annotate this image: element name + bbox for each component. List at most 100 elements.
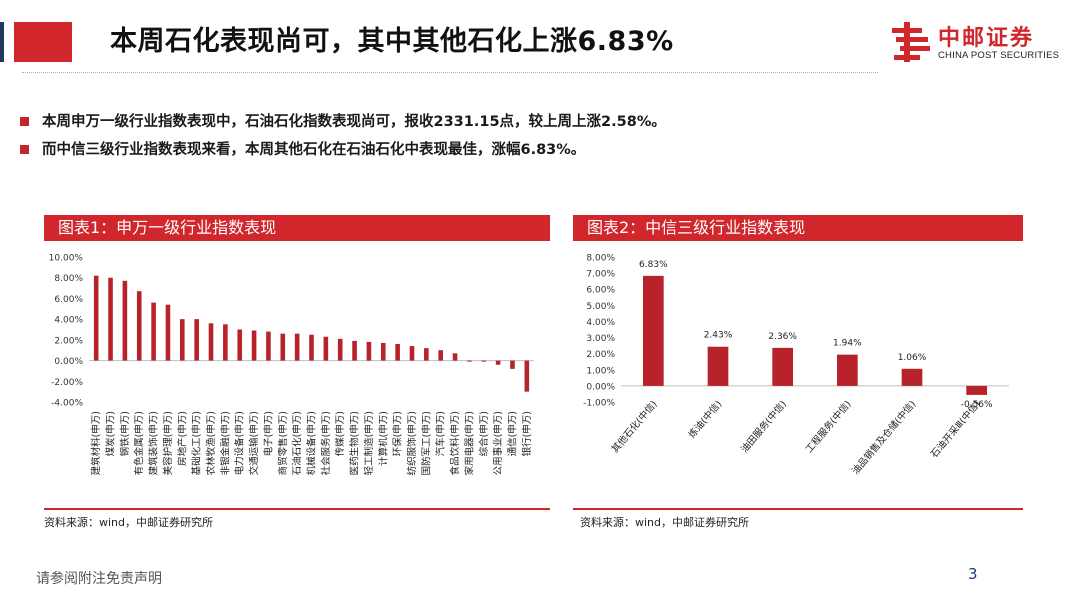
bar: [309, 334, 314, 361]
y-tick-label: -1.00%: [583, 399, 615, 409]
x-tick-label: 国防军工(申万): [420, 411, 432, 475]
bar: [438, 350, 443, 361]
x-tick-label: 其他石化(中信): [609, 398, 660, 455]
bar: [366, 341, 372, 361]
chart2-source: 资料来源：wind，中邮证券研究所: [580, 516, 750, 529]
data-label: 1.06%: [898, 353, 927, 363]
bar: [294, 333, 300, 361]
x-tick-label: 基础化工(申万): [191, 411, 203, 475]
bullet-square-icon: [20, 145, 29, 154]
bullet-text: 而中信三级行业指数表现来看，本周其他石化在石油石化中表现最佳，涨幅6.83%。: [42, 142, 586, 158]
x-tick-label: 计算机(申万): [377, 411, 389, 466]
y-tick-label: 0.00%: [586, 382, 615, 392]
bar: [223, 324, 228, 361]
y-tick-label: 2.00%: [586, 350, 615, 360]
logo-text-cn: 中邮证券: [938, 26, 1035, 51]
data-label: 1.94%: [833, 339, 862, 349]
bar: [136, 291, 142, 361]
x-tick-label: 农林牧渔(申万): [205, 411, 217, 475]
bar: [395, 344, 400, 361]
bar: [966, 385, 988, 395]
bar: [165, 304, 171, 361]
title-accent-gap: [6, 22, 12, 62]
x-tick-label: 非银金融(申万): [219, 411, 231, 475]
bar: [836, 354, 858, 386]
bar: [237, 329, 243, 361]
x-tick-label: 油品销售及仓储(中信): [849, 398, 918, 477]
bar: [251, 330, 257, 361]
y-tick-label: 7.00%: [586, 270, 615, 280]
bar: [424, 348, 429, 361]
bar: [467, 360, 472, 362]
page-number: 3: [968, 565, 978, 583]
x-tick-label: 通信(申万): [506, 411, 518, 456]
bar: [495, 360, 501, 365]
y-tick-label: 6.00%: [586, 286, 615, 296]
x-tick-label: 有色金属(申万): [133, 411, 145, 475]
chart2-bottom-rule: [573, 508, 1023, 510]
brand-logo: 中邮证券 CHINA POST SECURITIES: [890, 20, 1060, 66]
title-accent-red: [14, 22, 72, 62]
x-tick-label: 电力设备(申万): [234, 411, 246, 475]
page-title: 本周石化表现尚可，其中其他石化上涨6.83%: [110, 26, 674, 57]
y-tick-label: 5.00%: [586, 302, 615, 312]
bar: [772, 347, 794, 386]
x-tick-label: 家用电器(申万): [463, 411, 475, 475]
logo-text-en: CHINA POST SECURITIES: [938, 50, 1060, 61]
bar: [510, 360, 515, 369]
bar: [280, 333, 286, 361]
bullet-list: 本周申万一级行业指数表现中，石油石化指数表现尚可，报收2331.15点，较上周上…: [20, 110, 666, 166]
x-tick-label: 钢铁(申万): [119, 411, 131, 456]
x-tick-label: 美容护理(申万): [162, 411, 174, 475]
y-tick-label: 2.00%: [54, 336, 83, 346]
x-tick-label: 机械设备(申万): [306, 411, 318, 475]
bar: [481, 360, 487, 362]
chart2-citic-industry-bars: -1.00% 0.00% 1.00% 2.00% 3.00% 4.00% 5.00% 6.00…: [583, 254, 1009, 477]
chart2-title: 图表2：中信三级行业指数表现: [573, 215, 1023, 241]
x-tick-label: 油田服务(中信): [738, 398, 789, 455]
disclaimer-text: 请参阅附注免责声明: [36, 571, 162, 587]
y-tick-label: 8.00%: [586, 254, 615, 264]
bullet-item: 而中信三级行业指数表现来看，本周其他石化在石油石化中表现最佳，涨幅6.83%。: [20, 138, 666, 166]
bar: [266, 331, 271, 361]
y-tick-label: 6.00%: [54, 295, 83, 305]
y-tick-label: 8.00%: [54, 274, 83, 284]
x-tick-label: 石油开采Ⅲ(中信): [928, 398, 983, 460]
x-tick-label: 综合(申万): [478, 411, 490, 456]
x-tick-label: 食品饮料(申万): [449, 411, 461, 475]
bar: [524, 360, 530, 392]
bar: [901, 368, 923, 386]
bullet-item: 本周申万一级行业指数表现中，石油石化指数表现尚可，报收2331.15点，较上周上…: [20, 110, 666, 138]
x-tick-label: 传媒(申万): [334, 411, 346, 456]
y-tick-label: 0.00%: [54, 357, 83, 367]
bar: [108, 277, 113, 361]
bar: [409, 346, 415, 361]
x-tick-label: 房地产(申万): [176, 411, 188, 466]
bar: [93, 275, 99, 361]
data-label: -0.56%: [961, 400, 993, 410]
china-post-logo-icon: [892, 22, 930, 62]
x-tick-label: 建筑材料(申万): [90, 411, 102, 475]
x-tick-label: 电子(申万): [262, 411, 274, 456]
bullet-square-icon: [20, 117, 29, 126]
y-tick-label: 1.00%: [586, 366, 615, 376]
y-tick-label: 4.00%: [586, 318, 615, 328]
bar: [642, 275, 664, 386]
bar: [337, 338, 343, 361]
bullet-text: 本周申万一级行业指数表现中，石油石化指数表现尚可，报收2331.15点，较上周上…: [42, 114, 666, 130]
bar: [208, 323, 214, 361]
bar: [151, 302, 156, 361]
y-tick-label: 10.00%: [49, 254, 84, 264]
x-tick-label: 建筑装饰(申万): [148, 411, 160, 475]
x-tick-label: 公用事业(申万): [492, 411, 504, 475]
title-accent-dark: [0, 22, 4, 62]
x-tick-label: 轻工制造(申万): [363, 411, 375, 475]
chart1-sw-industry-bars: -4.00% -2.00% 0.00% 2.00% 4.00% 6.00% 8.00% 10.…: [49, 254, 534, 475]
chart1-bottom-rule: [44, 508, 550, 510]
x-tick-label: 汽车(申万): [435, 411, 447, 456]
x-tick-label: 环保(申万): [392, 411, 404, 456]
x-tick-label: 社会服务(申万): [320, 411, 332, 475]
y-tick-label: 3.00%: [586, 334, 615, 344]
x-tick-label: 煤炭(申万): [105, 411, 117, 456]
bar: [352, 340, 357, 361]
